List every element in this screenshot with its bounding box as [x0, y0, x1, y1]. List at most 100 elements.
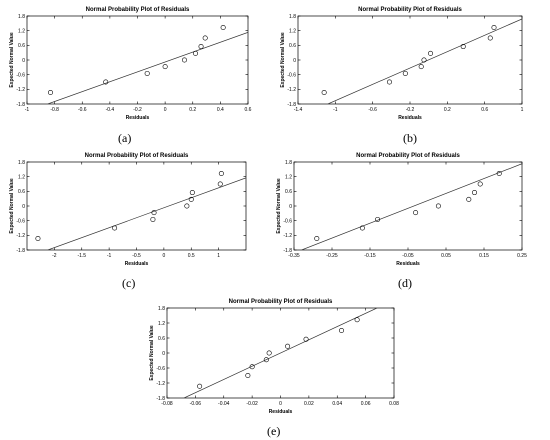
x-tick-label: 0.6: [245, 107, 252, 113]
x-axis-label: Residuals: [398, 115, 422, 121]
data-point: [491, 24, 497, 30]
x-tick-label: -1.5: [77, 253, 86, 259]
x-tick-label: 0.06: [361, 401, 371, 407]
y-tick-label: 1.2: [18, 28, 25, 34]
data-point: [47, 90, 53, 96]
data-point: [35, 236, 41, 242]
data-point: [285, 343, 291, 349]
y-tick-label: 1.8: [18, 160, 25, 166]
x-tick-label: 0.2: [189, 107, 196, 113]
x-tick-label: -0.6: [368, 107, 377, 113]
x-tick-label: 0.2: [444, 107, 451, 113]
x-tick-label: -0.06: [190, 401, 202, 407]
data-point: [202, 35, 208, 41]
data-point: [314, 236, 320, 242]
x-tick-label: 0.6: [481, 107, 488, 113]
chart-svg: Normal Probability Plot of Residuals -0.0…: [149, 299, 399, 415]
reference-line: [183, 308, 378, 398]
x-tick-label: -1.4: [294, 107, 303, 113]
reference-line: [47, 32, 248, 104]
caption-d: (d): [398, 276, 412, 290]
data-point: [112, 225, 118, 231]
data-point: [189, 190, 195, 196]
chart-title: Normal Probability Plot of Residuals: [358, 7, 462, 13]
x-axis-label: Residuals: [269, 409, 293, 415]
x-tick-label: -0.15: [364, 253, 376, 259]
data-point: [321, 90, 327, 96]
x-tick-label: -1: [107, 253, 112, 259]
y-axis-label: Expected Normal Value: [9, 178, 15, 234]
chart-title: Normal Probability Plot of Residuals: [356, 153, 460, 159]
x-tick-label: -0.05: [402, 253, 414, 259]
data-point: [193, 50, 199, 56]
reference-line: [327, 18, 522, 104]
x-tick-label: 0.4: [217, 107, 224, 113]
caption-c: (c): [122, 276, 136, 290]
x-tick-label: -0.6: [78, 107, 87, 113]
y-tick-label: -1.2: [156, 381, 165, 387]
data-point: [428, 50, 434, 56]
y-tick-label: 1.8: [285, 160, 292, 166]
x-tick-label: -0.2: [133, 107, 142, 113]
y-tick-label: -1.2: [287, 87, 296, 93]
y-tick-label: -1.8: [16, 248, 25, 254]
caption-a: (a): [118, 131, 132, 145]
data-point: [487, 35, 493, 41]
data-point: [184, 203, 190, 209]
y-tick-label: 1.2: [285, 174, 292, 180]
x-tick-label: -0.8: [50, 107, 59, 113]
y-tick-label: 0: [22, 58, 25, 64]
caption-b: (b): [403, 131, 417, 145]
chart-title: Normal Probability Plot of Residuals: [85, 153, 189, 159]
chart-panel-c: Normal Probability Plot of Residuals -2 -1…: [0, 146, 270, 281]
caption-e: (e): [267, 424, 281, 438]
y-tick-label: -0.6: [156, 366, 165, 372]
x-tick-label: -0.08: [161, 401, 173, 407]
data-point: [266, 350, 272, 356]
y-tick-label: 1.2: [289, 28, 296, 34]
data-point: [421, 57, 427, 63]
data-point: [460, 44, 466, 50]
data-point: [245, 373, 251, 379]
y-axis-label: Expected Normal Value: [280, 32, 286, 88]
x-tick-label: 0: [164, 107, 167, 113]
x-tick-label: -0.4: [106, 107, 115, 113]
x-tick-label: 0.5: [188, 253, 195, 259]
y-tick-label: -0.6: [16, 72, 25, 78]
y-tick-label: -1.8: [16, 102, 25, 108]
x-tick-label: -0.2: [406, 107, 415, 113]
data-point: [402, 70, 408, 76]
y-tick-label: -0.6: [16, 218, 25, 224]
y-tick-label: 0.6: [158, 336, 165, 342]
data-point: [339, 327, 345, 333]
x-tick-label: -0.02: [246, 401, 258, 407]
chart-panel-e: Normal Probability Plot of Residuals -0.0…: [140, 292, 410, 420]
x-tick-label: -0.04: [218, 401, 230, 407]
x-tick-label: -0.5: [132, 253, 141, 259]
data-point: [375, 216, 381, 222]
x-tick-label: 0.08: [389, 401, 399, 407]
data-point: [249, 364, 255, 370]
y-tick-label: -1.8: [156, 396, 165, 402]
data-point: [188, 196, 194, 202]
data-point: [220, 24, 226, 30]
data-point: [472, 190, 478, 196]
y-tick-label: 1.8: [18, 14, 25, 20]
y-tick-label: 0: [289, 204, 292, 210]
chart-panel-a: Normal Probability Plot of Residuals -1 -0…: [0, 0, 270, 135]
data-point: [466, 196, 472, 202]
x-tick-label: -0.35: [288, 253, 300, 259]
reference-line: [47, 177, 246, 250]
data-point: [151, 210, 157, 216]
y-axis-label: Expected Normal Value: [276, 178, 282, 234]
x-tick-label: 0.25: [517, 253, 527, 259]
data-point: [162, 64, 168, 70]
chart-title: Normal Probability Plot of Residuals: [229, 299, 333, 305]
y-tick-label: 1.8: [289, 14, 296, 20]
x-tick-label: 0: [279, 401, 282, 407]
data-point: [386, 79, 392, 85]
chart-panel-d: Normal Probability Plot of Residuals -0.3…: [276, 146, 546, 281]
data-point: [103, 79, 109, 85]
y-tick-label: 0.6: [285, 189, 292, 195]
x-tick-label: 1: [521, 107, 524, 113]
